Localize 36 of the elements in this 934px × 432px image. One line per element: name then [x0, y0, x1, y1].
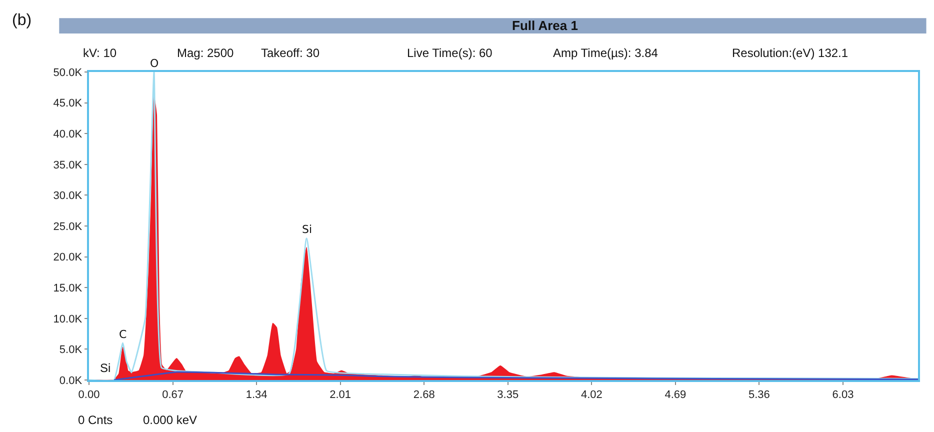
y-tick-label: 10.0K	[53, 313, 83, 326]
y-tick-label: 25.0K	[53, 220, 83, 233]
y-tick-label: 40.0K	[53, 128, 83, 140]
annotation: Si	[100, 361, 111, 375]
text: (b)	[12, 12, 32, 29]
text: kV: 10	[83, 46, 117, 60]
line-series	[113, 371, 918, 380]
x-tick-label: 4.69	[664, 388, 686, 401]
x-tick-label: 0.67	[162, 388, 184, 401]
x-tick-label: 2.68	[413, 388, 435, 401]
chart-title: Full Area 1	[512, 18, 578, 33]
annotation: C	[119, 328, 127, 341]
text: 0 Cnts	[78, 413, 113, 427]
x-tick-label: 5.36	[748, 388, 770, 401]
annotation: Si	[302, 223, 312, 236]
y-tick-label: 45.0K	[53, 98, 83, 110]
x-tick-label: 1.34	[246, 388, 268, 401]
y-tick-label: 5.0K	[59, 344, 83, 356]
text: Resolution:(eV) 132.1	[732, 46, 848, 60]
y-tick-label: 15.0K	[53, 282, 83, 294]
annotation: O	[150, 57, 159, 70]
text: Mag: 2500	[177, 46, 234, 60]
x-tick-label: 2.01	[330, 388, 352, 401]
text: Takeoff: 30	[261, 46, 320, 60]
text: 0.000 keV	[143, 413, 198, 427]
y-tick-label: 0.0K	[59, 374, 83, 387]
x-tick-label: 4.02	[580, 388, 602, 401]
y-tick-label: 30.0K	[53, 190, 83, 202]
x-tick-label: 6.03	[832, 388, 854, 401]
x-tick-label: 0.00	[78, 388, 100, 401]
y-tick-label: 35.0K	[53, 159, 83, 172]
y-tick-label: 50.0K	[53, 66, 83, 79]
text: Amp Time(µs): 3.84	[553, 46, 658, 60]
y-tick-label: 20.0K	[53, 252, 83, 264]
text: Live Time(s): 60	[407, 46, 493, 60]
x-tick-label: 3.35	[497, 388, 519, 401]
